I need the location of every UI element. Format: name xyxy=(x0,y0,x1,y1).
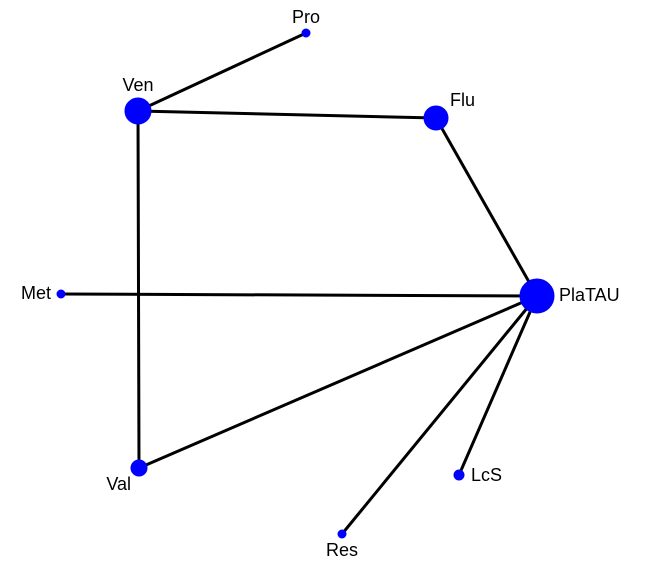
edge-ven-val xyxy=(138,111,139,468)
node-ven xyxy=(125,98,151,124)
node-lcs xyxy=(454,470,464,480)
node-label-res: Res xyxy=(326,540,358,560)
network-graph: Pro Ven Flu Met PlaTAU Val LcS Res xyxy=(0,0,645,569)
edge-flu-platau xyxy=(436,118,537,296)
node-label-lcs: LcS xyxy=(471,465,502,485)
edge-val-platau xyxy=(139,296,537,468)
node-platau xyxy=(520,279,554,313)
edge-met-platau xyxy=(61,294,537,296)
edge-res-platau xyxy=(342,296,537,534)
node-label-ven: Ven xyxy=(122,75,153,95)
edge-ven-flu xyxy=(138,111,436,118)
edge-ven-pro xyxy=(138,33,306,111)
node-label-val: Val xyxy=(106,474,131,494)
node-flu xyxy=(424,106,448,130)
node-label-met: Met xyxy=(21,283,51,303)
nodes-layer xyxy=(57,29,554,538)
node-val xyxy=(131,460,147,476)
node-label-pro: Pro xyxy=(292,7,320,27)
node-label-platau: PlaTAU xyxy=(559,285,620,305)
node-pro xyxy=(302,29,310,37)
edge-lcs-platau xyxy=(459,296,537,475)
node-label-flu: Flu xyxy=(450,90,475,110)
node-res xyxy=(338,530,346,538)
node-met xyxy=(57,290,65,298)
